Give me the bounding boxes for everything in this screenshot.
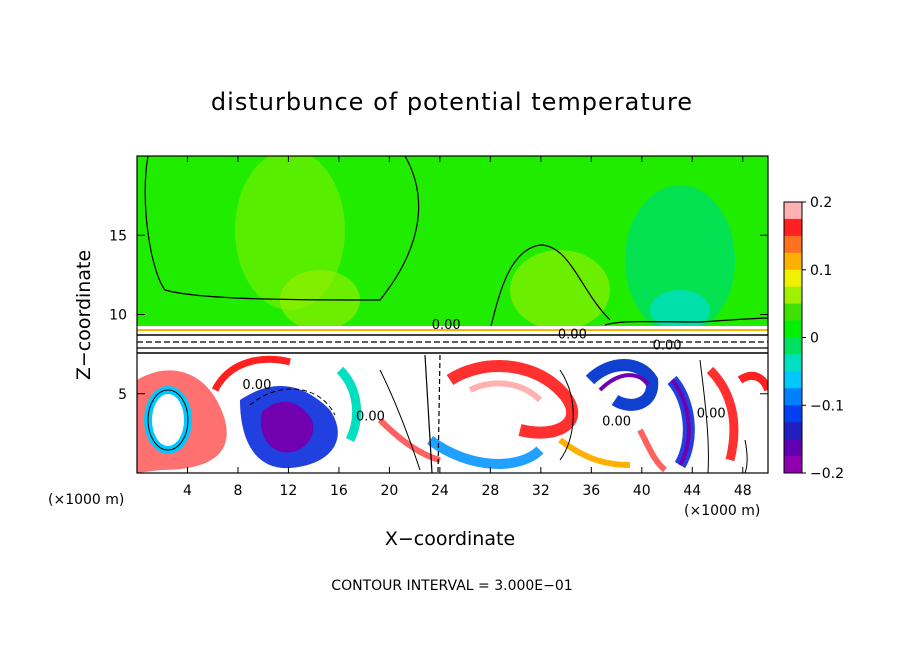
colorbar-swatch (784, 303, 802, 322)
contour-labels: 0.00 0.00 0.00 0.00 0.00 0.00 0.00 (242, 318, 725, 430)
x-tick-label: 36 (582, 483, 600, 499)
cold-eddy-core (260, 401, 314, 453)
y-axis: 5 10 15 (109, 228, 768, 403)
colorbar-swatch (784, 354, 802, 372)
colorbar-swatch (784, 388, 802, 406)
warm-filament (377, 417, 441, 463)
colorbar-tick-label: −0.2 (810, 466, 844, 482)
cool-plume-right-core (650, 290, 710, 330)
x-tick-label: 12 (280, 483, 298, 499)
y-tick-label: 10 (109, 308, 127, 324)
cold-filament (585, 359, 659, 411)
colorbar-swatch (784, 337, 802, 355)
colorbar-tick-label: −0.1 (810, 398, 844, 414)
cold-filament-core (598, 373, 650, 392)
colorbar-swatch (784, 269, 802, 288)
warm-filament (637, 428, 667, 473)
warm-filament-edge (468, 380, 543, 403)
contour-label: 0.00 (356, 410, 385, 425)
contour-line (744, 439, 748, 473)
colorbar-swatch (784, 320, 802, 338)
warm-filament (211, 355, 291, 392)
contour-interval-note: CONTOUR INTERVAL = 3.000E−01 (331, 578, 573, 594)
cool-plume-right (625, 185, 735, 335)
y-tick-label: 15 (109, 228, 127, 244)
cool-filament (336, 366, 362, 443)
x-tick-label: 40 (633, 483, 651, 499)
colorbar-swatch (784, 422, 802, 440)
contour-line (559, 369, 574, 461)
contour-line (147, 389, 189, 451)
contour-label: 0.00 (653, 338, 682, 353)
x-tick-label: 32 (532, 483, 550, 499)
x-tick-label: 4 (183, 483, 192, 499)
contour-line (144, 156, 420, 301)
colorbar: 0.2 0.1 0 −0.1 −0.2 (783, 195, 844, 482)
x-axis: 4 8 12 16 20 24 28 32 36 40 44 48 (183, 156, 752, 499)
cool-filament (427, 435, 544, 469)
x-tick-label: 16 (330, 483, 348, 499)
colorbar-swatch (784, 286, 802, 305)
colorbar-tick-label: 0 (810, 331, 819, 347)
contour-label: 0.00 (602, 414, 631, 429)
colorbar-swatch (784, 235, 802, 254)
x-unit-right: (×1000 m) (684, 503, 761, 519)
contour-line (699, 359, 709, 473)
x-tick-label: 28 (481, 483, 499, 499)
chart-title: disturbunce of potential temperature (210, 88, 694, 116)
warm-filament (558, 437, 631, 468)
warm-filament (737, 371, 768, 392)
colorbar-swatch (784, 456, 802, 474)
warm-filament (706, 366, 739, 462)
y-axis-label: Z−coordinate (73, 249, 95, 381)
contour-label: 0.00 (558, 327, 587, 342)
x-tick-label: 20 (380, 483, 398, 499)
contour-label: 0.00 (432, 318, 461, 333)
colorbar-swatch (784, 202, 802, 220)
colorbar-swatch (784, 405, 802, 423)
contour-label: 0.00 (697, 407, 726, 422)
potential-temperature-field (137, 156, 768, 473)
contour-line (424, 354, 433, 473)
contour-line (379, 369, 421, 471)
contour-label: 0.00 (242, 378, 271, 393)
warm-filament (446, 360, 579, 439)
x-tick-label: 44 (683, 483, 701, 499)
colorbar-swatch (784, 439, 802, 457)
y-tick-label: 5 (118, 387, 127, 403)
contour-line (437, 354, 441, 473)
colorbar-swatch (784, 252, 802, 271)
eddy-core (152, 394, 184, 446)
x-axis-label: X−coordinate (384, 528, 516, 550)
colorbar-tick-label: 0.2 (810, 195, 832, 211)
x-tick-label: 48 (734, 483, 752, 499)
contour-line (489, 244, 611, 331)
warm-plume-mid (510, 250, 610, 330)
colorbar-swatch (784, 371, 802, 389)
cold-filament-core (670, 378, 691, 467)
colorbar-swatch (784, 218, 802, 237)
x-tick-label: 24 (431, 483, 449, 499)
contour-line (604, 317, 768, 326)
x-tick-label: 8 (233, 483, 242, 499)
colorbar-tick-label: 0.1 (810, 263, 832, 279)
x-unit-left: (×1000 m) (48, 492, 125, 508)
contour-line (249, 388, 336, 416)
